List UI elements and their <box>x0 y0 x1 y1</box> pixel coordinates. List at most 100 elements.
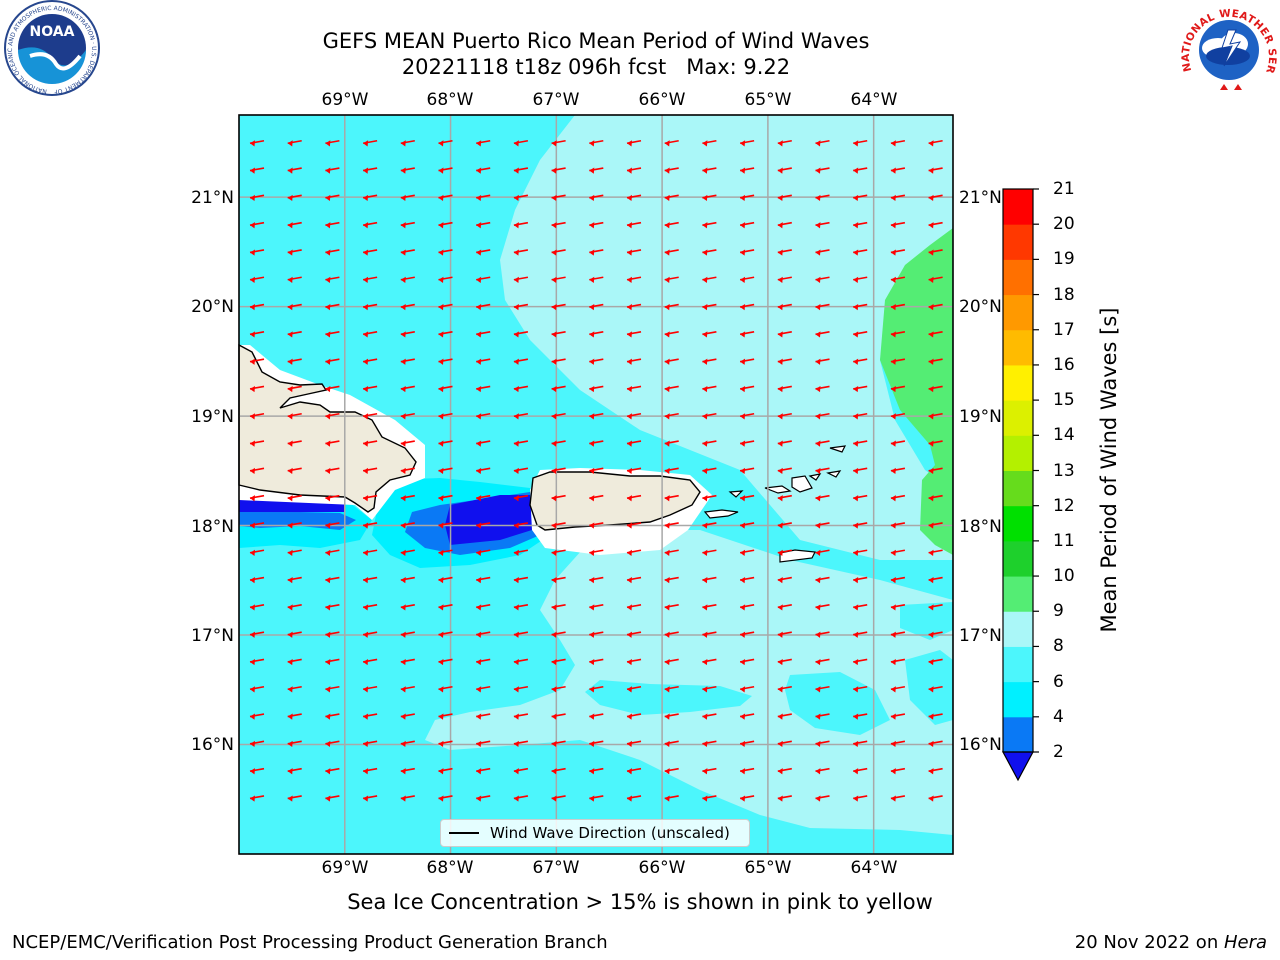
wave-arrow <box>626 139 642 147</box>
colorbar-tick-label: 19 <box>1053 249 1075 270</box>
wave-arrow <box>362 412 378 420</box>
wave-arrow <box>664 385 679 393</box>
colorbar-band-14-15 <box>1003 400 1033 436</box>
colorbar-tick-label: 2 <box>1053 742 1064 762</box>
wave-arrow <box>890 740 906 748</box>
wave-arrow <box>551 276 566 283</box>
wave-arrow <box>928 194 943 202</box>
lon-label-top-3: 67°W <box>532 90 580 110</box>
lon-label-bottom-4: 66°W <box>638 858 686 878</box>
wave-arrow <box>513 440 529 447</box>
wave-arrow <box>249 740 265 748</box>
wave-arrow <box>513 494 529 502</box>
wave-arrow <box>287 303 302 311</box>
wave-arrow <box>551 604 566 611</box>
wave-arrow <box>551 358 566 365</box>
wave-arrow <box>815 385 830 393</box>
wave-arrow <box>928 685 943 693</box>
wave-arrow <box>928 549 943 556</box>
footer-date-text: 20 Nov 2022 on <box>1074 932 1224 953</box>
colorbar-band-13-14 <box>1003 435 1033 471</box>
wave-arrow <box>890 440 906 447</box>
wave-arrow <box>777 440 792 447</box>
wave-arrow <box>702 139 717 147</box>
wave-arrow <box>476 358 491 365</box>
wave-arrow <box>777 385 792 393</box>
wave-arrow <box>928 331 943 338</box>
wave-arrow <box>928 631 943 638</box>
wave-arrow <box>853 549 868 556</box>
wave-arrow <box>626 194 642 202</box>
wave-arrow <box>739 685 755 693</box>
wave-arrow <box>664 740 679 748</box>
wave-arrow <box>400 440 415 447</box>
wave-arrow <box>513 795 529 802</box>
wave-arrow <box>400 494 415 502</box>
wave-arrow <box>362 467 378 475</box>
wave-arrow <box>362 604 378 611</box>
wave-arrow <box>287 139 302 147</box>
wave-arrow <box>287 658 302 666</box>
wave-arrow <box>702 713 717 720</box>
wave-arrow <box>513 467 529 475</box>
wave-arrow <box>551 549 566 556</box>
wave-arrow <box>739 576 755 584</box>
wave-arrow <box>853 276 868 283</box>
wave-arrow <box>928 576 943 584</box>
wave-arrow <box>438 139 453 147</box>
wave-arrow <box>815 767 830 775</box>
wave-arrow <box>400 249 415 256</box>
wave-arrow <box>626 221 642 229</box>
wave-arrow <box>589 576 604 584</box>
wave-arrow <box>362 358 378 365</box>
colorbar-band-10-11 <box>1003 540 1033 577</box>
wave-arrow <box>476 331 491 338</box>
wave-arrow <box>400 549 415 556</box>
wave-arrow <box>249 549 265 556</box>
wave-arrow <box>513 412 529 420</box>
wave-arrow <box>853 576 868 584</box>
wave-arrow <box>325 331 340 338</box>
lon-label-bottom-5: 65°W <box>744 858 792 878</box>
wave-arrow <box>815 576 830 584</box>
wave-arrow <box>626 467 642 475</box>
wave-arrow <box>777 167 792 174</box>
footer-date: 20 Nov 2022 on Hera <box>1075 932 1267 953</box>
wave-arrow <box>476 440 491 447</box>
wave-arrow <box>325 358 340 365</box>
wave-arrow <box>890 522 906 529</box>
wave-arrow <box>400 576 415 584</box>
land-virgin-islands <box>703 445 847 563</box>
wave-arrow <box>853 767 868 775</box>
wave-arrow <box>815 249 830 256</box>
lat-label-right-2: 20°N <box>959 297 1002 317</box>
wave-arrow <box>287 713 302 720</box>
wave-arrow <box>815 740 830 748</box>
wave-arrow <box>664 658 679 666</box>
wave-arrow <box>815 522 830 529</box>
wave-arrow <box>626 767 642 775</box>
wave-arrow <box>589 795 604 802</box>
wave-arrow <box>249 139 265 147</box>
wave-arrow <box>249 331 265 338</box>
wave-arrow <box>853 440 868 447</box>
wave-arrow <box>777 576 792 584</box>
wave-arrow <box>476 221 491 229</box>
wave-arrow <box>513 249 529 256</box>
wave-arrow <box>476 658 491 666</box>
wave-arrow <box>438 713 453 720</box>
wave-arrow <box>739 549 755 556</box>
wave-arrow <box>928 221 943 229</box>
wave-arrow <box>739 249 755 256</box>
wave-arrow <box>476 767 491 775</box>
wave-arrow <box>664 685 679 693</box>
colorbar-tick-label: 12 <box>1053 495 1075 516</box>
wave-arrow <box>362 385 378 393</box>
wave-arrow <box>890 604 906 611</box>
colorbar-tick-label: 14 <box>1053 425 1075 446</box>
wave-arrow <box>325 740 340 748</box>
wave-arrow <box>589 358 604 365</box>
wave-arrow <box>702 549 717 556</box>
wave-arrow <box>589 658 604 666</box>
colorbar-tick-label: 17 <box>1053 319 1075 340</box>
